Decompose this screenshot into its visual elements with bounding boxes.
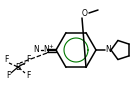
Text: N: N: [105, 45, 111, 55]
Text: F: F: [6, 72, 10, 80]
Text: −: −: [21, 61, 25, 66]
Text: O: O: [82, 9, 88, 19]
Text: F: F: [4, 55, 8, 64]
Text: +: +: [49, 44, 53, 49]
Text: B: B: [16, 63, 21, 72]
Text: N: N: [43, 45, 49, 55]
Text: N: N: [33, 45, 39, 55]
Text: F: F: [26, 55, 30, 64]
Text: F: F: [26, 72, 30, 80]
